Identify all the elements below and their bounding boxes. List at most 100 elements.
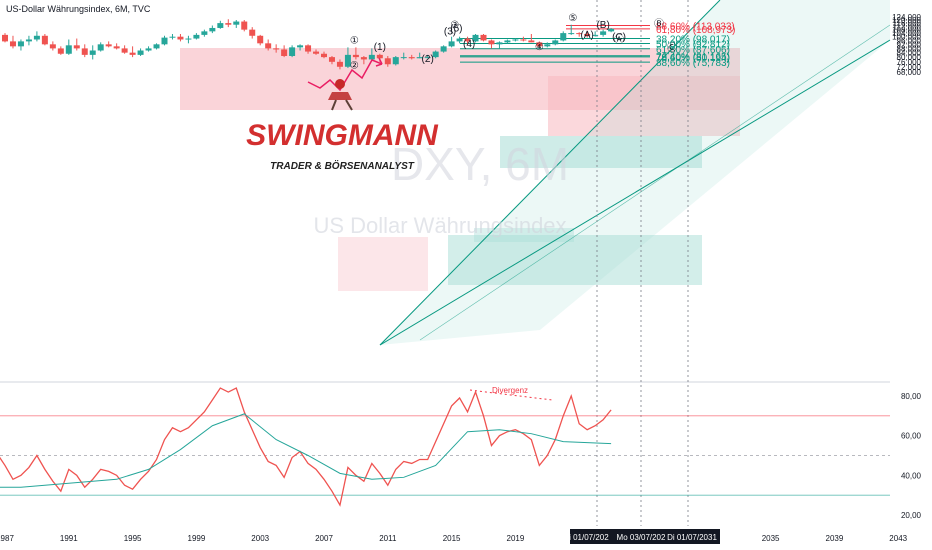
candle-body bbox=[153, 44, 160, 49]
price-axis-tick: 112,000 bbox=[893, 22, 922, 31]
rsi-ma-line bbox=[0, 413, 612, 488]
fib-label: 61,80% (108,973) bbox=[656, 25, 736, 36]
candle-body bbox=[129, 52, 136, 55]
candle-body bbox=[504, 40, 511, 43]
channel-fill bbox=[380, 0, 890, 345]
candle-body bbox=[145, 48, 152, 51]
rsi-axis-tick: 40,00 bbox=[901, 471, 922, 480]
candle-body bbox=[432, 51, 439, 58]
watermark: DXY, 6M US Dollar Währungsindex bbox=[313, 138, 569, 238]
rsi-axis-tick: 80,00 bbox=[901, 392, 922, 401]
wave-label: ③ bbox=[450, 20, 459, 31]
candle-body bbox=[217, 23, 224, 28]
wave-label: (1) bbox=[374, 42, 386, 53]
candle-body bbox=[560, 33, 567, 41]
price-axis-tick: 68,000 bbox=[897, 68, 922, 77]
date-badge-label: Di 01/07/2031 bbox=[667, 533, 717, 542]
candle-body bbox=[305, 45, 312, 52]
candle-body bbox=[512, 39, 519, 41]
candle-body bbox=[313, 51, 320, 54]
wave-label: Ⓑ bbox=[654, 18, 664, 30]
candle-body bbox=[352, 54, 359, 58]
price-axis-tick: 100,000 bbox=[892, 33, 921, 42]
divergence-label: Divergenz bbox=[492, 386, 528, 395]
candle-body bbox=[49, 44, 56, 49]
candle-body bbox=[177, 36, 184, 40]
candle-body bbox=[169, 36, 176, 38]
candle-body bbox=[321, 53, 327, 58]
candle-body bbox=[328, 57, 335, 62]
candle-body bbox=[65, 45, 72, 54]
candle-body bbox=[249, 29, 256, 36]
candle-body bbox=[496, 42, 503, 45]
candle-body bbox=[161, 37, 168, 45]
candle-body bbox=[297, 45, 304, 48]
candle-body bbox=[137, 50, 144, 55]
candle-body bbox=[528, 40, 535, 43]
watermark-symbol: DXY, 6M bbox=[391, 138, 569, 190]
candle-body bbox=[544, 44, 551, 47]
channel-mid bbox=[419, 24, 891, 341]
watermark-name: US Dollar Währungsindex bbox=[313, 213, 566, 238]
price-axis-tick: 76,000 bbox=[897, 58, 922, 67]
candle-body bbox=[201, 31, 208, 35]
fib-label: 88,60% (75,783) bbox=[656, 58, 730, 69]
candle-body bbox=[576, 33, 583, 35]
candle-body bbox=[2, 34, 8, 42]
candle-body bbox=[233, 21, 240, 25]
wave-label: (3) bbox=[444, 27, 456, 38]
time-axis-tick: 2019 bbox=[507, 534, 525, 543]
wave-label: (A) bbox=[581, 30, 594, 41]
candle-body bbox=[289, 47, 296, 56]
candle-body bbox=[376, 54, 383, 59]
channel-upper bbox=[379, 0, 721, 346]
time-axis-tick: 2007 bbox=[315, 534, 333, 543]
time-axis-tick: 2043 bbox=[889, 534, 907, 543]
candle-body bbox=[464, 38, 471, 42]
candle-body bbox=[424, 57, 431, 59]
candle-body bbox=[25, 39, 32, 42]
wave-label: ① bbox=[350, 35, 359, 46]
date-badge-label: Mo 03/07/202 bbox=[617, 533, 666, 542]
candle-body bbox=[41, 35, 48, 45]
price-axis-tick: 84,000 bbox=[897, 49, 922, 58]
rsi-panel: Divergenz bbox=[0, 386, 890, 507]
channel-lower bbox=[379, 39, 891, 346]
fib-label: 50,00% (92,812) bbox=[656, 40, 730, 51]
candle-body bbox=[121, 48, 128, 53]
candle-body bbox=[193, 34, 200, 39]
candle-body bbox=[448, 41, 455, 47]
wave-1-zone bbox=[338, 237, 428, 291]
time-axis-tick: 2015 bbox=[443, 534, 461, 543]
rsi-axis-tick: 60,00 bbox=[901, 432, 922, 441]
candle-body bbox=[89, 50, 96, 55]
candle-body bbox=[209, 27, 216, 32]
candle-body bbox=[17, 41, 24, 47]
wave-label: (2) bbox=[422, 54, 434, 65]
wave-label: (C) bbox=[612, 32, 626, 43]
candle-body bbox=[9, 41, 16, 47]
swingmann-logo: SWINGMANN TRADER & BÖRSENANALYST bbox=[246, 57, 439, 172]
time-axis-tick: 2035 bbox=[762, 534, 780, 543]
candle-body bbox=[336, 61, 343, 67]
price-axis-tick: 116,000 bbox=[893, 19, 922, 28]
candle-body bbox=[584, 33, 591, 36]
divergence-line bbox=[469, 389, 553, 401]
candle-body bbox=[400, 57, 407, 59]
price-axis-tick: 124,000 bbox=[892, 13, 921, 22]
wave-label: ② bbox=[350, 61, 359, 72]
candle-body bbox=[480, 34, 487, 41]
candle-body bbox=[185, 38, 192, 40]
candle-body bbox=[472, 34, 479, 42]
candle-body bbox=[592, 34, 599, 36]
date-badge-label: Di 01/07/202 bbox=[563, 533, 609, 542]
logo-brand: SWINGMANN bbox=[246, 119, 439, 152]
price-axis-tick: 108,000 bbox=[892, 26, 921, 35]
candle-body bbox=[360, 57, 367, 60]
time-axis-tick: 1995 bbox=[124, 534, 142, 543]
candle-body bbox=[568, 33, 575, 35]
wave-label: (5) bbox=[450, 23, 462, 34]
price-axis-tick: 120,000 bbox=[892, 16, 921, 25]
fibonacci-levels: 88,60% (113,033)61,80% (108,973)38,20% (… bbox=[460, 21, 736, 69]
